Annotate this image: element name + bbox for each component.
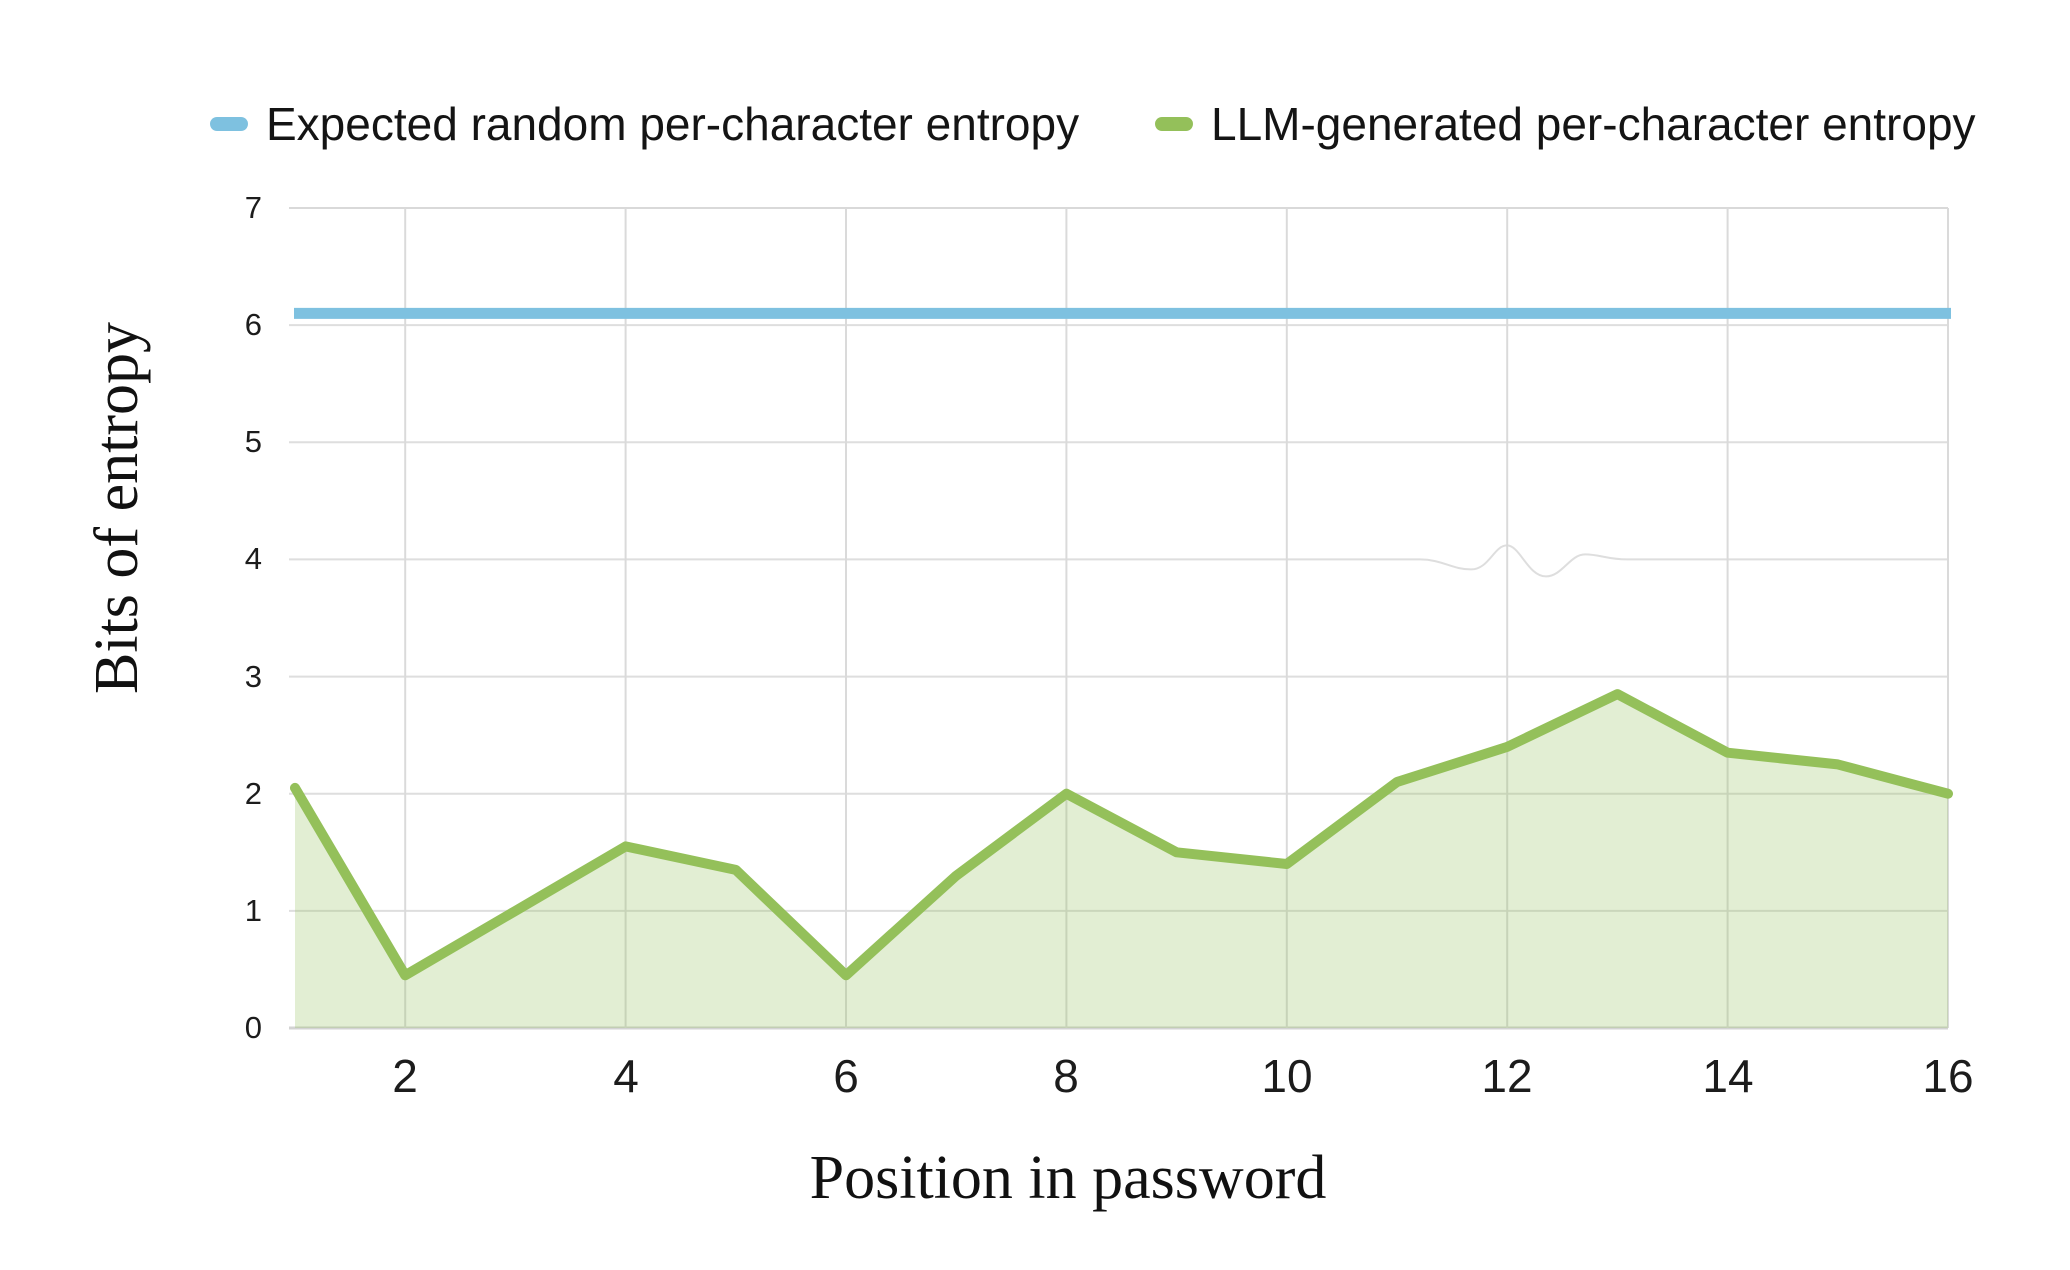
legend-swatch-llm-generated-icon [1155, 117, 1193, 131]
y-axis-title: Bits of entropy [83, 322, 151, 694]
y-tick-label: 2 [244, 776, 262, 811]
y-tick-label: 6 [244, 307, 262, 342]
legend-swatch-expected-random-icon [210, 117, 248, 131]
y-tick-label: 7 [244, 190, 262, 225]
legend-label-llm-generated: LLM-generated per-character entropy [1211, 98, 1976, 150]
y-tick-label: 4 [244, 541, 262, 576]
y-tick-label: 3 [244, 659, 262, 694]
x-tick-label: 2 [392, 1050, 418, 1102]
y-tick-label: 1 [244, 893, 262, 928]
x-tick-label: 6 [833, 1050, 859, 1102]
x-tick-label: 12 [1481, 1050, 1533, 1102]
x-tick-label: 14 [1702, 1050, 1754, 1102]
y-tick-label: 0 [244, 1010, 262, 1045]
y-tick-label: 5 [244, 424, 262, 459]
x-tick-label: 4 [613, 1050, 639, 1102]
x-tick-label: 8 [1053, 1050, 1079, 1102]
legend-label-expected-random: Expected random per-character entropy [266, 98, 1080, 150]
x-tick-label: 10 [1261, 1050, 1313, 1102]
legend-item-llm-generated: LLM-generated per-character entropy [1155, 98, 1976, 150]
legend-item-expected-random: Expected random per-character entropy [210, 98, 1079, 150]
x-tick-label: 16 [1922, 1050, 1974, 1102]
x-axis-title: Position in password [809, 1144, 1327, 1212]
